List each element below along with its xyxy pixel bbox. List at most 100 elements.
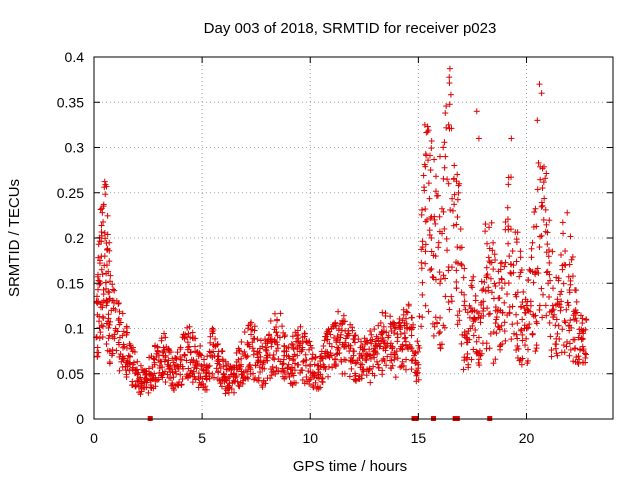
data-point — [252, 362, 259, 369]
data-point — [320, 343, 327, 350]
data-point — [456, 317, 463, 324]
x-tick-label: 15 — [411, 430, 427, 446]
data-point — [326, 363, 333, 370]
data-point — [446, 74, 453, 81]
data-point — [460, 366, 467, 373]
data-point — [151, 361, 158, 368]
data-point — [184, 375, 191, 382]
data-point — [307, 376, 314, 383]
data-points — [93, 65, 590, 398]
data-point — [201, 361, 208, 368]
data-point — [569, 253, 576, 260]
data-point — [372, 348, 379, 355]
data-point — [445, 263, 452, 270]
data-point — [198, 352, 205, 359]
data-point — [214, 353, 221, 360]
data-point — [165, 363, 172, 370]
data-point — [102, 181, 109, 188]
data-point — [569, 273, 576, 280]
data-point — [514, 289, 521, 296]
data-point — [187, 349, 194, 356]
data-point — [290, 372, 297, 379]
data-point — [218, 383, 225, 390]
data-point — [538, 90, 545, 97]
data-point — [98, 322, 105, 329]
data-point — [348, 365, 355, 372]
data-point — [158, 335, 165, 342]
data-point — [505, 181, 512, 188]
data-point — [98, 238, 105, 245]
data-point — [541, 195, 548, 202]
data-point — [148, 385, 155, 392]
data-point — [425, 157, 432, 164]
y-tick-label: 0.2 — [65, 230, 85, 246]
data-point — [432, 173, 439, 180]
data-point — [168, 366, 175, 373]
data-point — [514, 335, 521, 342]
data-point — [493, 330, 500, 337]
data-point — [375, 364, 382, 371]
data-point — [236, 348, 243, 355]
data-point — [298, 348, 305, 355]
data-point — [439, 230, 446, 237]
data-point — [100, 291, 107, 298]
data-point — [181, 351, 188, 358]
data-point — [414, 370, 421, 377]
x-tick-label: 0 — [90, 430, 98, 446]
data-point — [490, 360, 497, 367]
data-point — [491, 280, 498, 287]
data-point — [422, 241, 429, 248]
data-point — [363, 357, 370, 364]
data-point — [527, 308, 534, 315]
data-point — [165, 357, 172, 364]
data-point — [542, 175, 549, 182]
data-point — [218, 348, 225, 355]
data-point — [220, 363, 227, 370]
data-point — [437, 328, 444, 335]
data-point — [568, 324, 575, 331]
data-point — [106, 347, 113, 354]
data-point — [173, 355, 180, 362]
data-point — [400, 311, 407, 318]
data-point — [270, 351, 277, 358]
data-point — [518, 361, 525, 368]
data-point — [480, 308, 487, 315]
data-point — [328, 343, 335, 350]
data-point — [426, 152, 433, 159]
data-point — [210, 327, 217, 334]
data-point — [251, 348, 258, 355]
data-point — [170, 374, 177, 381]
data-point — [335, 308, 342, 315]
data-point — [426, 195, 433, 202]
data-point — [432, 188, 439, 195]
data-point — [329, 364, 336, 371]
data-point — [432, 314, 439, 321]
data-point — [453, 221, 460, 228]
data-point — [285, 361, 292, 368]
data-point — [224, 366, 231, 373]
data-point — [332, 363, 339, 370]
data-point — [286, 355, 293, 362]
data-point — [132, 383, 139, 390]
data-point — [488, 289, 495, 296]
data-point — [373, 333, 380, 340]
data-point — [350, 352, 357, 359]
data-point — [422, 260, 429, 267]
data-point — [437, 345, 444, 352]
data-point — [126, 360, 133, 367]
data-point — [193, 349, 200, 356]
data-point — [444, 247, 451, 254]
data-point — [445, 121, 452, 128]
data-point — [352, 332, 359, 339]
data-point — [484, 240, 491, 247]
data-point — [123, 345, 130, 352]
data-point — [446, 306, 453, 313]
data-point — [536, 244, 543, 251]
data-point — [172, 355, 179, 362]
data-point — [473, 108, 480, 115]
data-point — [428, 145, 435, 152]
data-point — [317, 371, 324, 378]
data-point — [270, 368, 277, 375]
data-point — [447, 206, 454, 213]
data-point — [242, 352, 249, 359]
